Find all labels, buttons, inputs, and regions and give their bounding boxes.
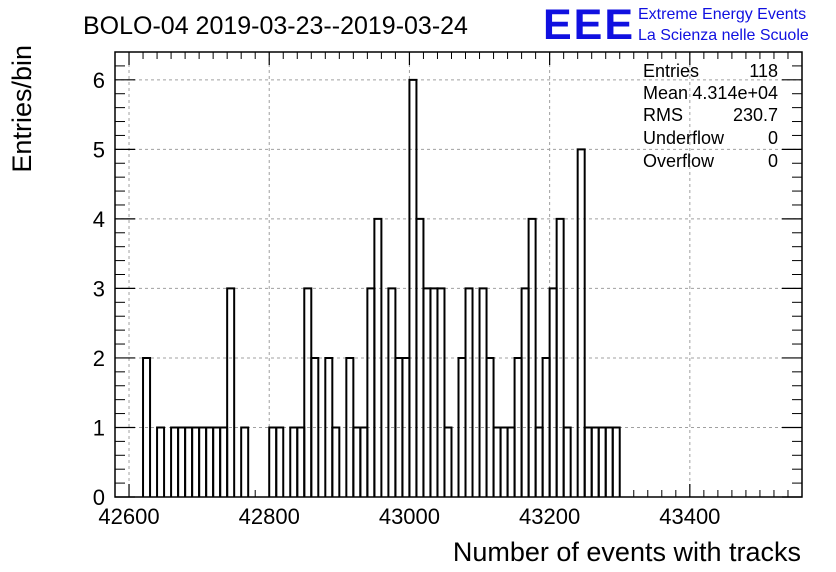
histogram-bin: [226, 287, 236, 497]
histogram-bin: [611, 426, 621, 497]
logo-mark: EEE: [543, 1, 635, 49]
histogram-bars: [142, 78, 621, 497]
y-tick-labels: 0 1 2 3 4 5 6: [93, 68, 105, 510]
y-tick-label: 0: [93, 485, 105, 510]
x-tick-label: 43200: [519, 504, 580, 529]
histogram-bin: [576, 148, 586, 497]
y-tick-label: 6: [93, 68, 105, 93]
x-tick-label: 42600: [98, 504, 159, 529]
stats-rms-value: 230.7: [733, 105, 778, 125]
histogram-bin: [331, 426, 341, 497]
stats-entries-value: 118: [749, 61, 778, 81]
y-tick-label: 3: [93, 276, 105, 301]
x-tick-label: 43400: [659, 504, 720, 529]
y-tick-label: 5: [93, 137, 105, 162]
histogram-bin: [527, 217, 537, 497]
histogram-bin: [142, 356, 152, 497]
y-tick-label: 4: [93, 207, 105, 232]
stats-entries-label: Entries: [643, 61, 699, 81]
logo-line-1: Extreme Energy Events: [638, 6, 806, 23]
x-tick-labels: 42600 42800 43000 43200 43400: [98, 504, 720, 529]
stats-overflow-label: Overflow: [643, 151, 715, 171]
stats-mean-value: 4.314e+04: [692, 83, 778, 103]
histogram-bin: [275, 426, 285, 497]
eee-logo: EEE Extreme Energy Events La Scienza nel…: [543, 1, 809, 49]
chart-title: BOLO-04 2019-03-23--2019-03-24: [83, 12, 468, 40]
histogram-bin: [555, 217, 565, 497]
y-axis-label: Entries/bin: [7, 45, 37, 173]
histogram-bin: [443, 426, 453, 497]
x-axis-label: Number of events with tracks: [453, 537, 801, 567]
histogram-bin: [436, 287, 446, 497]
histogram-bin: [373, 217, 383, 497]
stats-overflow-value: 0: [768, 151, 778, 171]
histogram-bin: [562, 426, 572, 497]
histogram-bin: [310, 356, 320, 497]
histogram-bin: [240, 426, 250, 497]
stats-box: Entries 118 Mean 4.314e+04 RMS 230.7 Und…: [643, 61, 778, 171]
axis-ticks: [114, 52, 803, 498]
x-tick-label: 43000: [379, 504, 440, 529]
y-tick-label: 2: [93, 346, 105, 371]
stats-rms-label: RMS: [643, 105, 683, 125]
histogram-bin: [156, 426, 166, 497]
x-tick-label: 42800: [239, 504, 300, 529]
stats-underflow-value: 0: [768, 128, 778, 148]
logo-line-2: La Scienza nelle Scuole: [638, 27, 809, 44]
stats-underflow-label: Underflow: [643, 128, 725, 148]
y-tick-label: 1: [93, 415, 105, 440]
stats-mean-label: Mean: [643, 83, 688, 103]
histogram-bin: [464, 287, 474, 497]
